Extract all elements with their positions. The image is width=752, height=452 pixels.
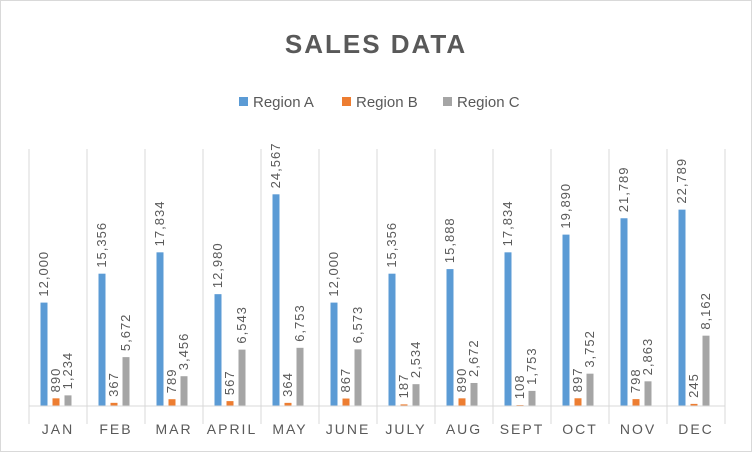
bar bbox=[388, 273, 396, 406]
data-label: 6,753 bbox=[292, 304, 307, 342]
data-label: 12,000 bbox=[36, 251, 51, 297]
bar bbox=[632, 399, 640, 406]
bar bbox=[226, 401, 234, 406]
data-label: 2,534 bbox=[408, 341, 423, 379]
legend-swatch bbox=[342, 97, 351, 106]
bar bbox=[214, 294, 222, 406]
bar bbox=[446, 269, 454, 406]
bar bbox=[574, 398, 582, 406]
data-label: 798 bbox=[628, 368, 643, 393]
bar bbox=[504, 252, 512, 406]
data-label: 867 bbox=[338, 368, 353, 393]
category-label: MAR bbox=[155, 421, 192, 437]
category-axis-labels: JAN FEB MAR APRIL MAY JUNE JULY AUG SEPT OCT NOV DE… bbox=[42, 421, 714, 437]
data-label: 3,456 bbox=[176, 333, 191, 371]
legend-swatch bbox=[443, 97, 452, 106]
data-label: 19,890 bbox=[558, 183, 573, 229]
bar bbox=[238, 349, 246, 406]
data-label: 3,752 bbox=[582, 330, 597, 368]
bar bbox=[678, 209, 686, 406]
data-label: 2,863 bbox=[640, 338, 655, 376]
category-label: DEC bbox=[678, 421, 714, 437]
data-label: 6,573 bbox=[350, 306, 365, 344]
bars bbox=[40, 194, 710, 406]
data-label: 367 bbox=[106, 372, 121, 397]
data-label: 789 bbox=[164, 368, 179, 393]
bar bbox=[458, 398, 466, 406]
category-separators bbox=[28, 149, 726, 424]
bar bbox=[40, 302, 48, 406]
data-label: 17,834 bbox=[500, 201, 515, 247]
category-label: JULY bbox=[385, 421, 426, 437]
bar bbox=[586, 373, 594, 406]
bar bbox=[272, 194, 280, 406]
bar bbox=[52, 398, 60, 406]
bar bbox=[342, 398, 350, 406]
legend-swatch bbox=[239, 97, 248, 106]
data-label: 12,000 bbox=[326, 251, 341, 297]
bar bbox=[562, 234, 570, 406]
data-label: 890 bbox=[48, 368, 63, 393]
bar bbox=[110, 402, 118, 406]
bar bbox=[180, 376, 188, 406]
data-label: 5,672 bbox=[118, 314, 133, 352]
bar bbox=[330, 302, 338, 406]
data-label: 1,753 bbox=[524, 347, 539, 385]
legend-label: Region A bbox=[253, 94, 314, 111]
data-label: 897 bbox=[570, 368, 585, 393]
data-label: 567 bbox=[222, 370, 237, 395]
bar bbox=[98, 273, 106, 406]
category-label: SEPT bbox=[500, 421, 545, 437]
legend-label: Region B bbox=[356, 94, 418, 111]
data-label: 6,543 bbox=[234, 306, 249, 344]
legend: Region A Region B Region C bbox=[239, 94, 520, 111]
bar bbox=[412, 384, 420, 406]
data-label: 21,789 bbox=[616, 166, 631, 212]
data-labels: 12,0008901,23415,3563675,67217,8347893,4… bbox=[36, 143, 713, 400]
data-label: 22,789 bbox=[674, 158, 689, 204]
data-label: 15,356 bbox=[384, 222, 399, 268]
data-label: 364 bbox=[280, 372, 295, 397]
legend-label: Region C bbox=[457, 94, 520, 111]
data-label: 15,888 bbox=[442, 217, 457, 263]
bar bbox=[354, 349, 362, 406]
category-label: APRIL bbox=[207, 421, 257, 437]
data-label: 15,356 bbox=[94, 222, 109, 268]
data-label: 187 bbox=[396, 374, 411, 399]
bar bbox=[168, 399, 176, 406]
bar bbox=[156, 252, 164, 406]
bar bbox=[400, 404, 408, 406]
category-label: NOV bbox=[620, 421, 656, 437]
chart-title: SALES DATA bbox=[285, 29, 467, 59]
bar bbox=[702, 335, 710, 406]
bar bbox=[470, 382, 478, 406]
category-label: AUG bbox=[446, 421, 482, 437]
data-label: 108 bbox=[512, 374, 527, 399]
bar bbox=[690, 403, 698, 406]
category-label: MAY bbox=[272, 421, 307, 437]
data-label: 2,672 bbox=[466, 339, 481, 377]
category-label: JUNE bbox=[326, 421, 371, 437]
category-label: JAN bbox=[42, 421, 74, 437]
bar bbox=[644, 381, 652, 406]
data-label: 245 bbox=[686, 373, 701, 398]
bar bbox=[528, 390, 536, 406]
data-label: 1,234 bbox=[60, 352, 75, 390]
bar bbox=[296, 347, 304, 406]
bar bbox=[122, 357, 130, 406]
data-label: 17,834 bbox=[152, 201, 167, 247]
data-label: 12,980 bbox=[210, 242, 225, 288]
bar bbox=[284, 402, 292, 406]
category-label: OCT bbox=[562, 421, 598, 437]
bar bbox=[64, 395, 72, 406]
data-label: 24,567 bbox=[268, 143, 283, 189]
category-label: FEB bbox=[99, 421, 132, 437]
bar bbox=[620, 218, 628, 406]
data-label: 8,162 bbox=[698, 292, 713, 330]
data-label: 890 bbox=[454, 368, 469, 393]
